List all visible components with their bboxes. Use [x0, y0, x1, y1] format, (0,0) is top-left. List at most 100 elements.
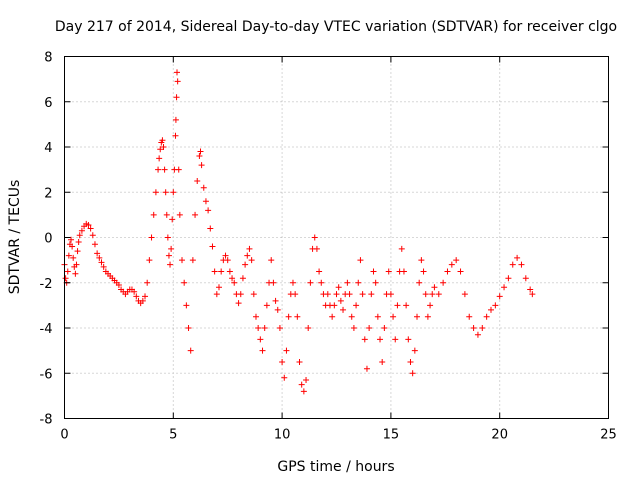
data-point: [259, 347, 266, 354]
data-point: [522, 275, 529, 282]
data-point: [215, 284, 222, 291]
data-point: [340, 306, 347, 313]
data-point: [377, 336, 384, 343]
data-point: [169, 216, 176, 223]
data-point: [385, 268, 392, 275]
data-point: [527, 286, 534, 293]
data-point: [348, 313, 355, 320]
data-point: [400, 268, 407, 275]
data-point: [492, 302, 499, 309]
data-point: [161, 166, 168, 173]
data-point: [298, 381, 305, 388]
data-point: [318, 279, 325, 286]
data-point: [294, 313, 301, 320]
data-point: [224, 257, 231, 264]
data-point: [165, 252, 172, 259]
data-point: [509, 261, 516, 268]
data-point: [213, 291, 220, 298]
data-point: [91, 241, 98, 248]
data-point: [372, 279, 379, 286]
data-point: [150, 211, 157, 218]
data-point: [263, 302, 270, 309]
data-point: [70, 254, 77, 261]
data-point: [483, 313, 490, 320]
grid-lines: [64, 56, 609, 419]
data-point: [435, 291, 442, 298]
data-point: [279, 358, 286, 365]
data-point: [246, 245, 253, 252]
data-point: [392, 336, 399, 343]
data-point: [424, 313, 431, 320]
data-point: [222, 252, 229, 259]
data-point: [453, 257, 460, 264]
data-point: [514, 254, 521, 261]
data-point: [331, 302, 338, 309]
data-point: [96, 254, 103, 261]
data-point: [261, 325, 268, 331]
data-point: [448, 261, 455, 268]
data-point: [305, 325, 312, 331]
data-point: [257, 336, 264, 343]
x-tick-label: 5: [169, 428, 177, 443]
data-point: [307, 279, 314, 286]
data-point: [89, 232, 96, 239]
data-point: [244, 252, 251, 259]
data-point: [155, 166, 162, 173]
data-point: [324, 291, 331, 298]
data-point: [303, 377, 310, 384]
data-point: [229, 275, 236, 282]
data-point: [501, 284, 508, 291]
data-point: [474, 331, 481, 338]
y-tick-label: -6: [40, 367, 53, 382]
data-point: [487, 306, 494, 313]
data-point: [272, 297, 279, 304]
data-points: [61, 69, 536, 395]
data-point: [355, 279, 362, 286]
data-point: [146, 257, 153, 264]
chart-title: Day 217 of 2014, Sidereal Day-to-day VTE…: [55, 19, 617, 35]
data-point: [74, 248, 81, 255]
y-tick-label: 8: [44, 51, 52, 66]
data-point: [300, 388, 307, 395]
data-point: [231, 279, 238, 286]
y-tick-label: -4: [40, 322, 53, 337]
data-point: [276, 325, 283, 331]
data-point: [283, 347, 290, 354]
data-point: [168, 245, 175, 252]
data-point: [409, 370, 416, 377]
data-point: [457, 268, 464, 275]
data-point: [316, 268, 323, 275]
data-point: [62, 275, 69, 282]
x-tick-label: 10: [274, 428, 291, 443]
y-tick-label: 6: [44, 96, 52, 111]
data-point: [73, 261, 80, 268]
data-point: [274, 306, 281, 313]
data-point: [420, 268, 427, 275]
data-point: [370, 268, 377, 275]
data-point: [237, 291, 244, 298]
data-point: [202, 198, 209, 205]
data-point: [185, 325, 192, 331]
data-point: [164, 234, 171, 241]
data-point: [440, 279, 447, 286]
data-point: [133, 293, 140, 300]
data-point: [248, 257, 255, 264]
data-point: [183, 302, 190, 309]
data-point: [268, 257, 275, 264]
data-point: [200, 184, 207, 191]
data-point: [344, 279, 351, 286]
data-point: [390, 313, 397, 320]
data-point: [379, 358, 386, 365]
data-point: [198, 162, 205, 169]
y-tick-label: -8: [40, 413, 53, 428]
data-point: [78, 227, 85, 234]
data-point: [76, 232, 83, 239]
data-point: [179, 257, 186, 264]
data-point: [496, 293, 503, 300]
data-point: [170, 189, 177, 196]
data-point: [422, 291, 429, 298]
data-point: [167, 261, 174, 268]
data-point: [418, 257, 425, 264]
data-point: [194, 177, 201, 184]
data-point: [173, 94, 180, 101]
